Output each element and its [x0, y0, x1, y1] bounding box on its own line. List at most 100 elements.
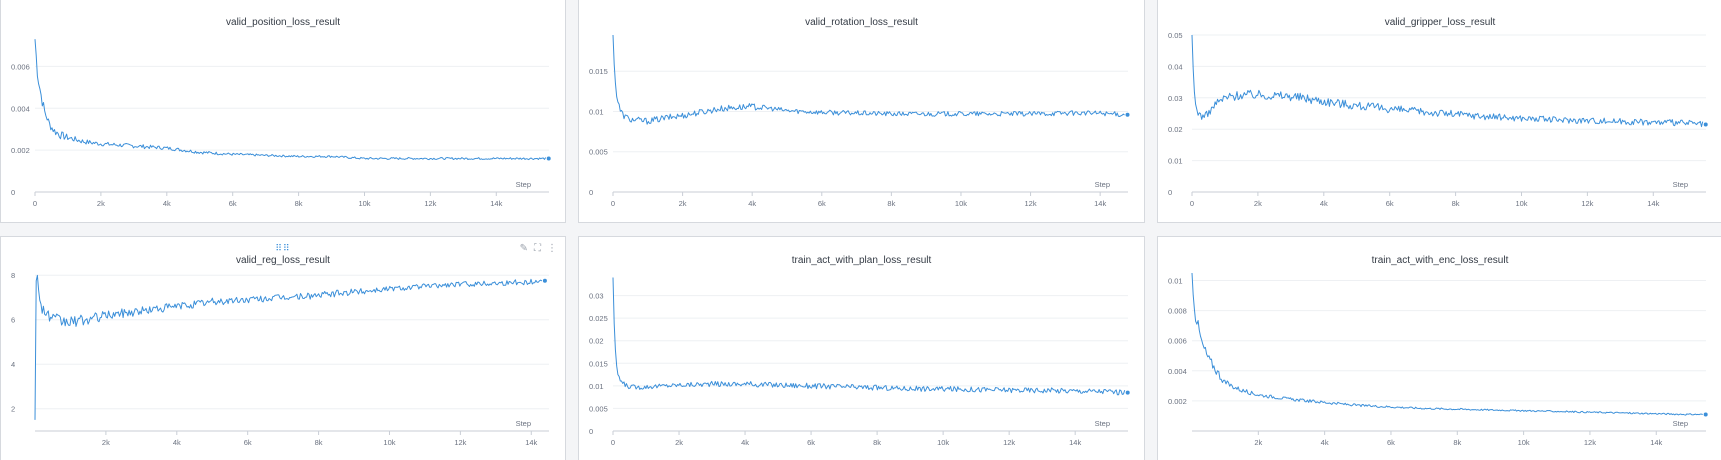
series-end-marker	[1703, 122, 1708, 127]
pencil-icon[interactable]: ✎	[519, 243, 528, 254]
x-tick-label: 8k	[873, 438, 881, 447]
x-tick-label: 14k	[1650, 438, 1662, 447]
chart-title: valid_gripper_loss_result	[1385, 17, 1496, 28]
x-tick-label: 6k	[807, 438, 815, 447]
x-tick-label: 8k	[315, 438, 323, 447]
chart-panel-valid-reg-loss[interactable]: valid_reg_loss_result 2 4 6 8 2k 4k 6k 8k 10k 12k 1…	[0, 236, 566, 460]
chart-svg: train_act_with_plan_loss_result 0 0.005 0.0…	[589, 255, 1130, 447]
x-tick-label: 10k	[383, 438, 395, 447]
x-tick-label: 12k	[1003, 438, 1015, 447]
x-tick-label: 2k	[675, 438, 683, 447]
chart-panel-train-act-with-enc-loss[interactable]: train_act_with_enc_loss_result 0.002 0.004…	[1157, 236, 1721, 460]
x-tick-label: 2k	[97, 199, 105, 208]
x-tick-label: 14k	[490, 199, 502, 208]
y-tick-label: 0.006	[1168, 337, 1187, 346]
x-tick-label: 6k	[229, 199, 237, 208]
x-tick-label: 6k	[818, 199, 826, 208]
series-line	[612, 34, 1125, 125]
y-tick-label: 0.004	[11, 104, 30, 113]
more-vertical-icon[interactable]: ⋮	[547, 243, 557, 254]
y-tick-label: 8	[11, 271, 15, 280]
y-tick-label: 0.04	[1168, 62, 1183, 71]
x-tick-label: 10k	[358, 199, 370, 208]
x-tick-label: 14k	[1094, 199, 1106, 208]
chart-panel-valid-position-loss[interactable]: valid_position_loss_result 0 0.002 0.004 0.0…	[0, 0, 566, 223]
x-tick-label: 10k	[955, 199, 967, 208]
chart-title: valid_position_loss_result	[226, 17, 340, 28]
series-end-marker	[542, 278, 547, 283]
y-tick-label: 0.01	[589, 382, 604, 391]
x-tick-label: 4k	[1320, 199, 1328, 208]
x-tick-label: 4k	[163, 199, 171, 208]
chart-svg: valid_reg_loss_result 2 4 6 8 2k 4k 6k 8k 10k 12k 1…	[11, 255, 549, 447]
x-tick-label: 8k	[887, 199, 895, 208]
x-tick-label: 0	[33, 199, 37, 208]
y-tick-label: 0	[11, 188, 15, 197]
y-tick-label: 0.015	[589, 359, 608, 368]
x-tick-label: 12k	[1025, 199, 1037, 208]
y-tick-label: 0.015	[589, 67, 608, 76]
chart-svg: valid_rotation_loss_result 0 0.005 0.01 0.01…	[589, 17, 1130, 208]
series-line	[34, 274, 543, 420]
y-tick-label: 0.01	[589, 107, 604, 116]
x-tick-label: 4k	[748, 199, 756, 208]
x-tick-label: 2k	[102, 438, 110, 447]
x-tick-label: 2k	[1254, 199, 1262, 208]
x-axis-label: Step	[1095, 419, 1110, 428]
chart-svg: valid_gripper_loss_result 0 0.01 0.02 0.03 0.…	[1168, 17, 1708, 208]
x-tick-label: 0	[1190, 199, 1194, 208]
y-tick-label: 0.03	[1168, 94, 1183, 103]
chart-title: valid_rotation_loss_result	[805, 17, 918, 28]
series-line	[1191, 272, 1703, 416]
series-end-marker	[1703, 412, 1708, 417]
chart-panel-valid-gripper-loss[interactable]: valid_gripper_loss_result 0 0.01 0.02 0.03 0.…	[1157, 0, 1721, 223]
x-tick-label: 12k	[1584, 438, 1596, 447]
series-line	[1191, 34, 1704, 128]
x-tick-label: 4k	[1321, 438, 1329, 447]
chart-title: train_act_with_enc_loss_result	[1372, 255, 1509, 266]
x-tick-label: 4k	[173, 438, 181, 447]
y-tick-label: 6	[11, 316, 15, 325]
expand-icon[interactable]: ⛶	[534, 243, 541, 254]
x-tick-label: 0	[611, 438, 615, 447]
series-end-marker	[1125, 390, 1130, 395]
x-tick-label: 14k	[1647, 199, 1659, 208]
y-tick-label: 0	[589, 427, 593, 436]
x-tick-label: 2k	[1254, 438, 1262, 447]
y-tick-label: 0.002	[1168, 397, 1187, 406]
series-line	[34, 39, 547, 161]
y-tick-label: 0.03	[589, 292, 604, 301]
y-tick-label: 0.002	[11, 146, 30, 155]
x-tick-label: 12k	[454, 438, 466, 447]
drag-handle-icon[interactable]: ⠿⠿	[275, 243, 291, 253]
x-axis-label: Step	[1673, 180, 1688, 189]
y-tick-label: 0.005	[589, 404, 608, 413]
chart-panel-valid-rotation-loss[interactable]: valid_rotation_loss_result 0 0.005 0.01 0.01…	[578, 0, 1145, 223]
y-tick-label: 0.01	[1168, 157, 1183, 166]
x-tick-label: 8k	[1452, 199, 1460, 208]
x-tick-label: 14k	[1069, 438, 1081, 447]
x-tick-label: 6k	[1386, 199, 1394, 208]
y-tick-label: 0.004	[1168, 367, 1187, 376]
x-tick-label: 4k	[741, 438, 749, 447]
x-tick-label: 6k	[244, 438, 252, 447]
x-axis-label: Step	[516, 180, 531, 189]
y-tick-label: 0.025	[589, 314, 608, 323]
x-tick-label: 10k	[1515, 199, 1527, 208]
y-tick-label: 0.02	[1168, 125, 1183, 134]
panel-toolbar: ✎ ⛶ ⋮	[520, 243, 557, 254]
x-tick-label: 14k	[525, 438, 537, 447]
y-tick-label: 0.006	[11, 62, 30, 71]
chart-svg: valid_position_loss_result 0 0.002 0.004 0.0…	[11, 17, 551, 208]
chart-panel-train-act-with-plan-loss[interactable]: train_act_with_plan_loss_result 0 0.005 0.0…	[578, 236, 1145, 460]
x-axis-label: Step	[516, 419, 531, 428]
x-tick-label: 12k	[424, 199, 436, 208]
x-tick-label: 0	[611, 199, 615, 208]
x-axis-label: Step	[1673, 419, 1688, 428]
series-end-marker	[546, 156, 551, 161]
x-tick-label: 10k	[1518, 438, 1530, 447]
y-tick-label: 0.02	[589, 337, 604, 346]
x-tick-label: 12k	[1581, 199, 1593, 208]
y-tick-label: 2	[11, 405, 15, 414]
